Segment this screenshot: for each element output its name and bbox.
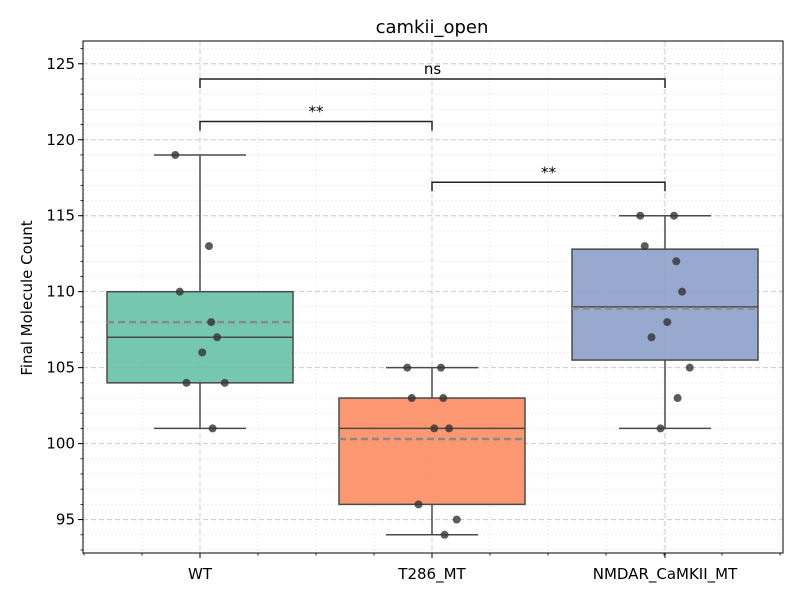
data-point (207, 318, 216, 327)
plot-frame (82, 40, 784, 554)
data-point (171, 150, 180, 159)
y-tick-label: 110 (46, 283, 75, 301)
significance-label: ** (309, 103, 325, 121)
data-point (663, 318, 672, 327)
data-point (175, 287, 184, 296)
data-point (220, 378, 229, 387)
data-point (414, 500, 423, 509)
y-tick-label: 125 (46, 55, 75, 73)
boxes (106, 154, 759, 536)
data-point (672, 257, 681, 266)
data-points (171, 150, 694, 539)
y-tick-label: 100 (46, 435, 75, 453)
box-t286_mt (338, 397, 526, 506)
data-point (208, 424, 217, 433)
y-axis-label: Final Molecule Count (18, 220, 36, 375)
box-nmdar_camkii_mt (571, 248, 759, 361)
data-point (636, 211, 645, 220)
x-tick-label: NMDAR_CaMKII_MT (593, 565, 738, 584)
data-point (670, 211, 678, 220)
data-point (678, 287, 687, 296)
data-point (647, 333, 656, 342)
significance-bracket (199, 78, 666, 88)
data-point (430, 424, 439, 433)
data-point (403, 363, 412, 372)
significance-label: ns (424, 60, 442, 78)
significance-annotations: ns ** ** (199, 60, 666, 192)
data-point (673, 394, 682, 403)
data-point (439, 394, 448, 403)
y-tick-label: 115 (46, 207, 75, 225)
x-tick-label: WT (188, 565, 213, 583)
data-point (198, 348, 207, 357)
significance-label: ** (541, 163, 557, 181)
data-point (640, 242, 649, 251)
data-point (440, 530, 449, 539)
data-point (452, 515, 461, 524)
data-point (656, 424, 665, 433)
data-point (182, 378, 191, 387)
x-tick-label: T286_MT (397, 565, 466, 584)
data-point (437, 363, 445, 372)
significance-bracket (199, 120, 433, 131)
data-point (205, 242, 213, 251)
axes: 95 100 105 110 115 120 125 WT T286_MT NMDAR_CaMKI… (46, 40, 784, 584)
y-tick-label: 105 (46, 359, 75, 377)
significance-bracket (431, 181, 666, 192)
data-point (685, 363, 694, 372)
y-tick-label: 120 (46, 131, 75, 149)
chart-title: camkii_open (376, 17, 489, 38)
data-point (407, 394, 416, 403)
y-tick-label: 95 (56, 511, 75, 529)
data-point (213, 333, 222, 342)
data-point (445, 424, 454, 433)
